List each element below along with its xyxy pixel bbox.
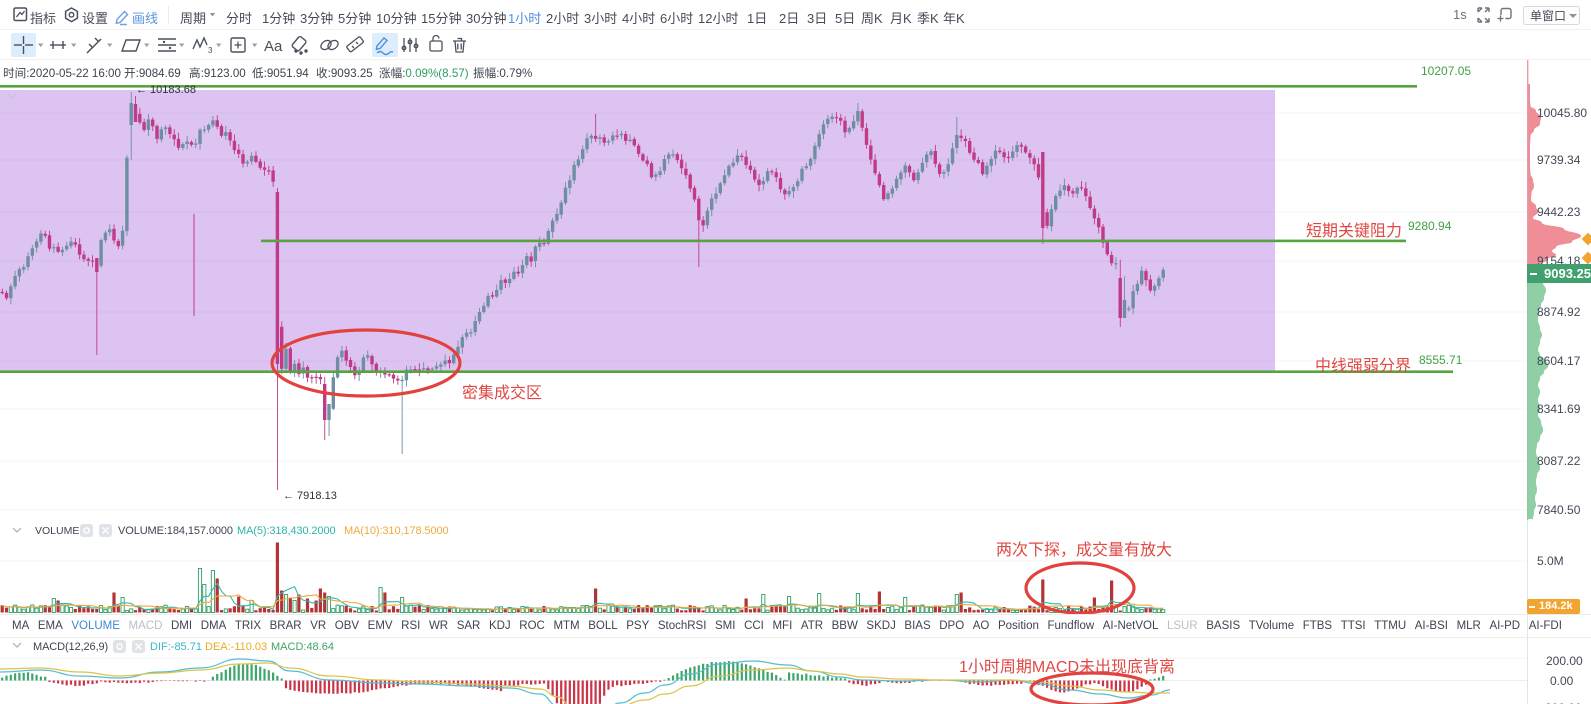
- svg-text:3: 3: [208, 46, 213, 55]
- svg-text:Aa: Aa: [264, 38, 283, 55]
